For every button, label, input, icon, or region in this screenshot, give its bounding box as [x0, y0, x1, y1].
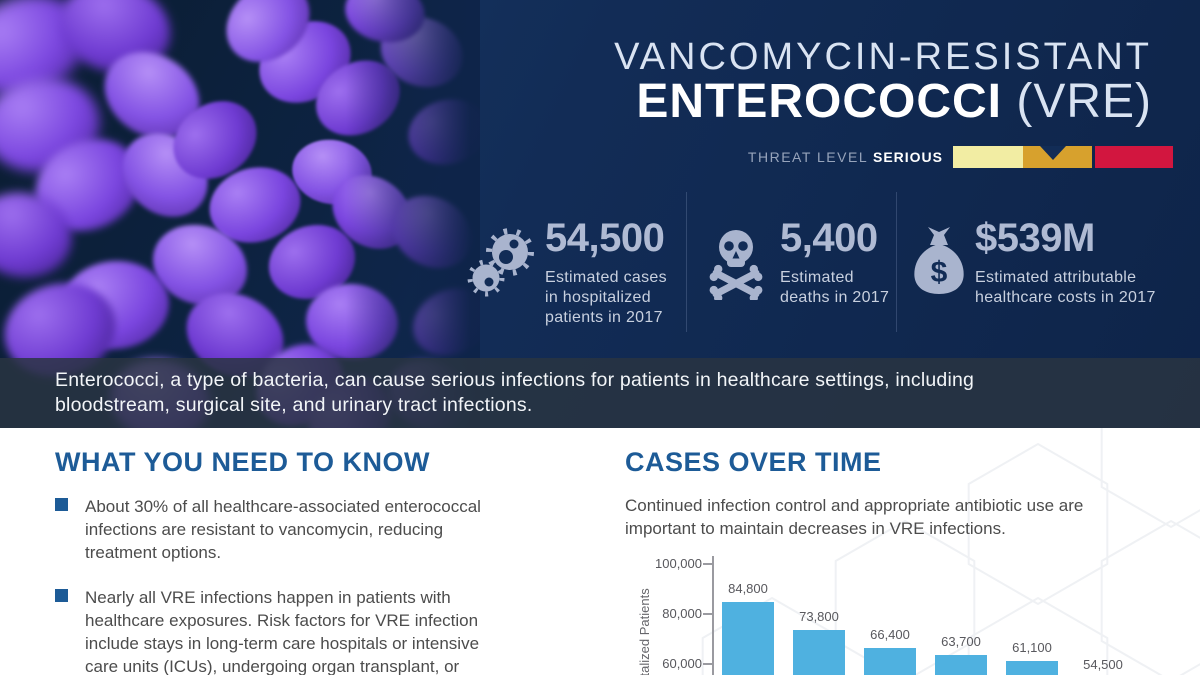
bacteria-icon [462, 222, 538, 307]
title-vre: (VRE) [1002, 75, 1152, 128]
bar-value-label: 66,400 [870, 627, 910, 642]
know-bullet-list: About 30% of all healthcare-associated e… [55, 495, 595, 675]
list-item: About 30% of all healthcare-associated e… [55, 495, 595, 564]
stat-deaths-label: Estimated deaths in 2017 [780, 269, 890, 306]
y-axis-tick [703, 663, 712, 665]
bar-value-label: 63,700 [941, 633, 981, 649]
know-section-title: WHAT YOU NEED TO KNOW [55, 447, 430, 477]
stat-costs-label: Estimated attributable healthcare costs … [975, 269, 1156, 306]
threat-level-row: THREAT LEVEL SERIOUS [748, 146, 1173, 168]
title-line1: VANCOMYCIN-RESISTANT [614, 36, 1152, 78]
y-axis-tick [703, 563, 712, 565]
y-axis-tick-label: 60,000 [662, 656, 702, 671]
title-line2: ENTEROCOCCI (VRE) [636, 74, 1152, 129]
header: VANCOMYCIN-RESISTANT ENTEROCOCCI (VRE) T… [0, 0, 1200, 428]
bullet-text: Nearly all VRE infections happen in pati… [85, 588, 480, 675]
y-axis-tick [703, 613, 712, 615]
cases-bar-chart: Hospitalized Patients 100,000 80,000 60,00… [0, 428, 1200, 675]
threat-level-label: THREAT LEVEL [747, 149, 873, 165]
threat-bar-segment [1095, 146, 1173, 168]
stat-divider [686, 192, 687, 332]
intro-banner-text: Enterococci, a type of bacteria, can cau… [55, 369, 975, 416]
y-axis [712, 556, 714, 675]
list-item: Nearly all VRE infections happen in pati… [55, 586, 595, 675]
cases-over-time-section: CASES OVER TIME Continued infection cont… [625, 447, 1185, 540]
stat-deaths-value: 5,400 [780, 216, 878, 260]
stat-cases-label: Estimated cases in hospitalized patients… [545, 269, 667, 326]
money-bag-icon: $ [901, 220, 977, 305]
cases-description: Continued infection control and appropri… [625, 496, 1084, 538]
bullet-square-icon [55, 589, 68, 602]
bar-value-label: 54,500 [1083, 656, 1123, 672]
chart-bar [793, 629, 845, 675]
stat-deaths: 5,400 Estimated deaths in 2017 [780, 218, 889, 308]
threat-bar-segment [953, 146, 1023, 168]
chart-bar [1006, 661, 1058, 675]
bar-value-label: 84,800 [728, 581, 768, 596]
stat-cases: 54,500 Estimated cases in hospitalized p… [545, 218, 667, 328]
stat-costs-value: $539M [975, 216, 1095, 260]
stat-costs: $539M Estimated attributable healthcare … [975, 218, 1156, 308]
threat-level-text: THREAT LEVEL SERIOUS [748, 149, 943, 165]
chart-bar [935, 654, 987, 675]
bar-value-label: 73,800 [799, 608, 839, 624]
bullet-text: About 30% of all healthcare-associated e… [85, 497, 481, 562]
intro-banner: Enterococci, a type of bacteria, can cau… [0, 358, 1200, 428]
threat-marker-notch [1040, 146, 1066, 160]
cases-section-title: CASES OVER TIME [625, 447, 882, 477]
chart-bar [722, 602, 774, 675]
svg-text:$: $ [931, 256, 948, 289]
title-enterococci: ENTEROCOCCI [636, 75, 1002, 128]
y-axis-tick-label: 100,000 [655, 556, 702, 571]
y-axis-tick-label: 80,000 [662, 606, 702, 621]
threat-level-value: SERIOUS [872, 149, 943, 165]
photo-fade-overlay [0, 0, 480, 428]
stat-divider [896, 192, 897, 332]
bullet-square-icon [55, 498, 68, 511]
chart-bar [864, 648, 916, 675]
what-you-need-to-know-section: WHAT YOU NEED TO KNOW About 30% of all h… [55, 447, 595, 675]
bar-value-label: 61,100 [1012, 640, 1052, 656]
threat-level-bar [953, 146, 1173, 168]
skull-crossbones-icon [698, 220, 774, 305]
stat-cases-value: 54,500 [545, 216, 665, 260]
main-content: WHAT YOU NEED TO KNOW About 30% of all h… [0, 428, 1200, 675]
